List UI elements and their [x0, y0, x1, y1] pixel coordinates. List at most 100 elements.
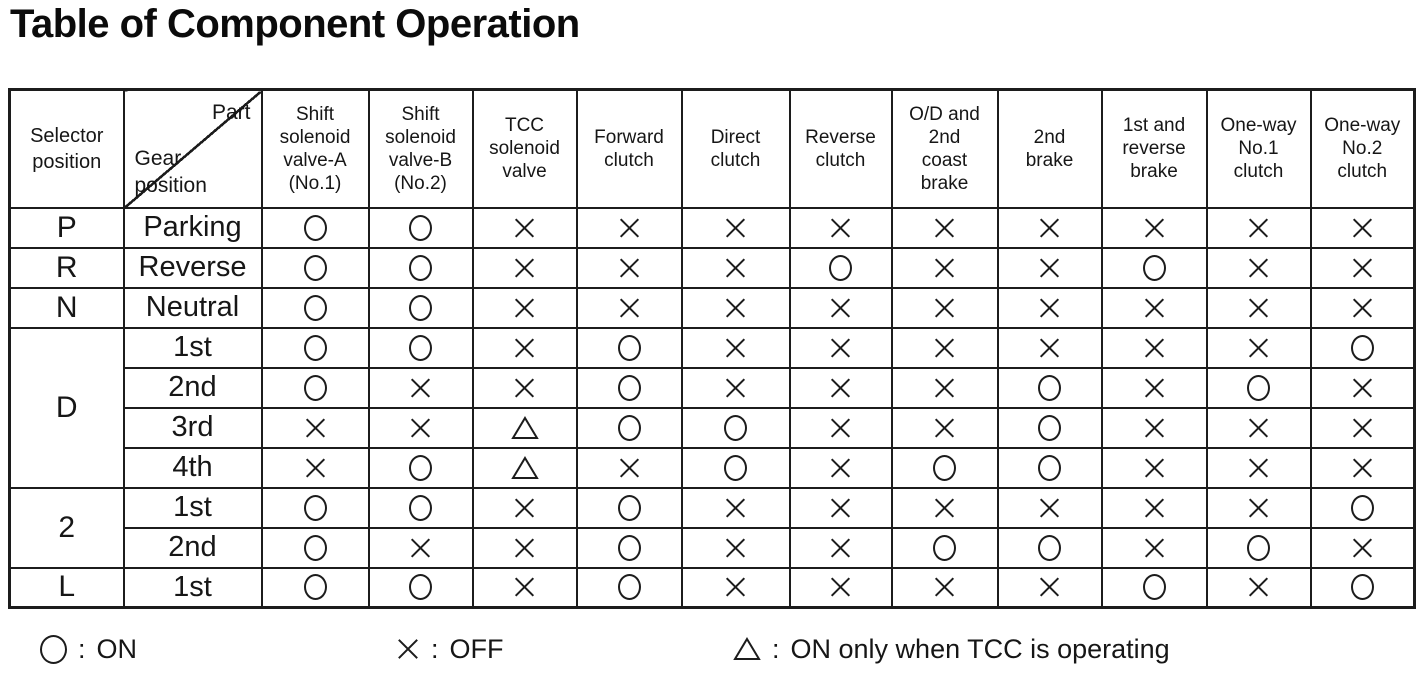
operation-cell	[575, 446, 683, 489]
operation-cell	[1205, 406, 1312, 449]
operation-cell	[1100, 566, 1208, 609]
circle-on-symbol	[617, 574, 641, 601]
cross-off-symbol	[1143, 496, 1166, 519]
cross-off-symbol	[1351, 376, 1374, 399]
table-row: 2nd	[10, 366, 1416, 409]
gear-position-cell: 1st	[122, 566, 263, 609]
cross-off-symbol	[513, 496, 536, 519]
cross-off-symbol	[1247, 576, 1270, 599]
circle-on-symbol	[409, 214, 432, 241]
circle-on-symbol	[303, 214, 327, 241]
circle-on-symbol	[1142, 254, 1166, 281]
cross-off-symbol	[396, 637, 420, 661]
legend-item: : OFF	[396, 629, 504, 669]
triangle-tcc-symbol	[733, 637, 761, 661]
part-column-header: Shift solenoid valve-A (No.1)	[260, 88, 370, 209]
circle-on-symbol	[1038, 414, 1061, 441]
operation-cell	[890, 366, 999, 409]
operation-cell	[367, 326, 474, 369]
cross-off-symbol	[409, 376, 432, 399]
gear-position-cell: 2nd	[122, 366, 263, 409]
cross-off-symbol	[513, 376, 536, 399]
cross-off-symbol	[1038, 296, 1061, 319]
operation-cell	[575, 406, 683, 449]
cross-off-symbol	[724, 576, 747, 599]
cross-off-symbol	[1143, 296, 1166, 319]
operation-cell	[1205, 326, 1312, 369]
operation-cell	[471, 246, 578, 289]
cross-off-symbol	[1143, 336, 1166, 359]
legend: : ON: OFF: ON only when TCC is operating	[0, 629, 1416, 669]
circle-on-symbol	[617, 534, 641, 561]
cross-off-symbol	[829, 376, 852, 399]
cross-off-symbol	[304, 456, 327, 479]
operation-cell	[260, 206, 370, 249]
gear-position-cell: Reverse	[122, 246, 263, 289]
gear-position-cell: 2nd	[122, 526, 263, 569]
operation-cell	[471, 406, 578, 449]
cross-off-symbol	[1247, 416, 1270, 439]
circle-on-symbol	[303, 374, 327, 401]
operation-cell	[1100, 326, 1208, 369]
circle-on-symbol	[303, 494, 327, 521]
selector-position-header: Selector position	[8, 88, 125, 209]
operation-cell	[996, 446, 1103, 489]
operation-cell	[260, 366, 370, 409]
selector-cell-R: R	[8, 246, 125, 289]
operation-cell	[890, 486, 999, 529]
part-column-header: 1st and reverse brake	[1100, 88, 1208, 209]
operation-cell	[890, 246, 999, 289]
operation-cell	[680, 446, 791, 489]
circle-on-symbol	[303, 334, 327, 361]
operation-cell	[680, 526, 791, 569]
operation-cell	[471, 566, 578, 609]
operation-cell	[890, 206, 999, 249]
cross-off-symbol	[513, 576, 536, 599]
operation-cell	[1309, 286, 1416, 329]
operation-cell	[788, 406, 893, 449]
part-column-header: One-way No.1 clutch	[1205, 88, 1312, 209]
part-column-header: TCC solenoid valve	[471, 88, 578, 209]
operation-cell	[680, 326, 791, 369]
cross-off-symbol	[1247, 216, 1270, 239]
cross-off-symbol	[724, 376, 747, 399]
operation-cell	[1100, 286, 1208, 329]
cross-off-symbol	[724, 536, 747, 559]
cross-off-symbol	[933, 256, 956, 279]
gear-position-cell: 3rd	[122, 406, 263, 449]
circle-on-symbol	[829, 254, 852, 281]
operation-cell	[788, 566, 893, 609]
operation-cell	[1309, 446, 1416, 489]
operation-cell	[471, 366, 578, 409]
cross-off-symbol	[1247, 456, 1270, 479]
operation-cell	[996, 206, 1103, 249]
triangle-tcc-symbol	[510, 415, 539, 440]
cross-off-symbol	[1143, 456, 1166, 479]
cross-off-symbol	[1038, 496, 1061, 519]
operation-cell	[575, 486, 683, 529]
operation-cell	[575, 566, 683, 609]
cross-off-symbol	[933, 576, 956, 599]
operation-cell	[367, 366, 474, 409]
cross-off-symbol	[1351, 296, 1374, 319]
component-operation-table: Selector position Part Gear position Shi…	[8, 88, 1416, 609]
operation-cell	[996, 326, 1103, 369]
cross-off-symbol	[829, 496, 852, 519]
circle-on-symbol	[409, 254, 432, 281]
table-row: 2 1st	[8, 486, 1416, 569]
page-title: Table of Component Operation	[10, 2, 580, 46]
cross-off-symbol	[1143, 416, 1166, 439]
cross-off-symbol	[933, 336, 956, 359]
selector-cell-P: P	[8, 206, 125, 249]
operation-cell	[1309, 406, 1416, 449]
cross-off-symbol	[1143, 376, 1166, 399]
part-column-header: One-way No.2 clutch	[1309, 88, 1416, 209]
circle-on-symbol	[617, 494, 641, 521]
operation-cell	[1205, 566, 1312, 609]
part-column-header: Shift solenoid valve-B (No.2)	[367, 88, 474, 209]
operation-cell	[788, 526, 893, 569]
gear-position-cell: Neutral	[122, 286, 263, 329]
cross-off-symbol	[1247, 496, 1270, 519]
cross-off-symbol	[1351, 216, 1374, 239]
operation-cell	[471, 446, 578, 489]
